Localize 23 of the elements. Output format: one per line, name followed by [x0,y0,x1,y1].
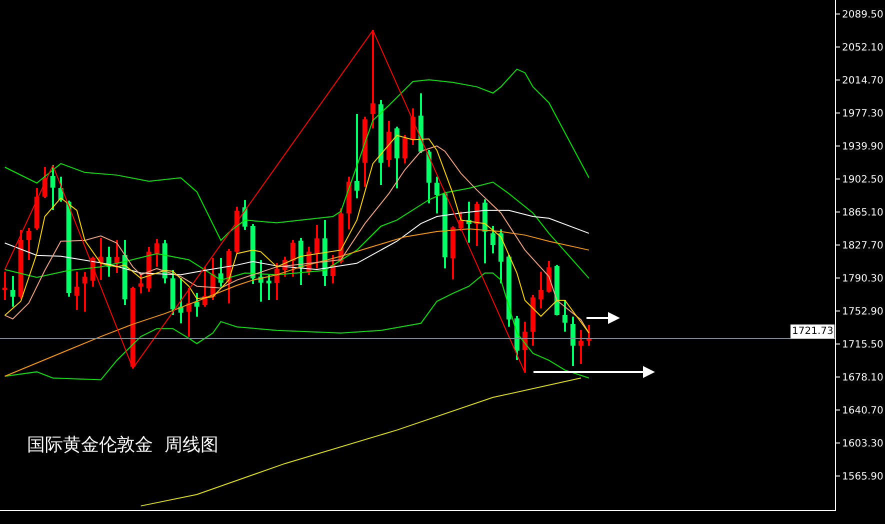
y-tick-label: 1565.90 [842,472,884,483]
y-tick-label: 2052.10 [842,42,884,54]
line-series [4,30,526,374]
y-tick-label: 1752.90 [842,306,884,318]
y-tick-label: 1678.10 [842,372,884,384]
y-tick-label: 1939.90 [842,142,884,153]
y-tick-label: 2014.70 [842,76,884,87]
y-tick-label: 2089.50 [842,10,884,21]
ref-line-label: 1721.73 [792,326,834,337]
candlestick [2,272,8,300]
y-tick-label: 1640.70 [842,406,884,417]
y-tick-label: 1827.70 [842,240,884,252]
y-tick-label: 1715.50 [842,340,884,351]
y-tick-label: 1865.10 [842,208,884,219]
y-tick-label: 1902.50 [842,174,884,186]
line-series [4,68,590,241]
line-series [4,210,590,276]
line-series [4,272,590,380]
y-tick-label: 1790.30 [842,274,884,285]
y-tick-label: 1603.30 [842,438,884,450]
text: 国际黄金伦敦金 周线图 [27,434,218,456]
line-series [4,228,590,377]
y-tick-label: 1977.30 [842,108,884,120]
